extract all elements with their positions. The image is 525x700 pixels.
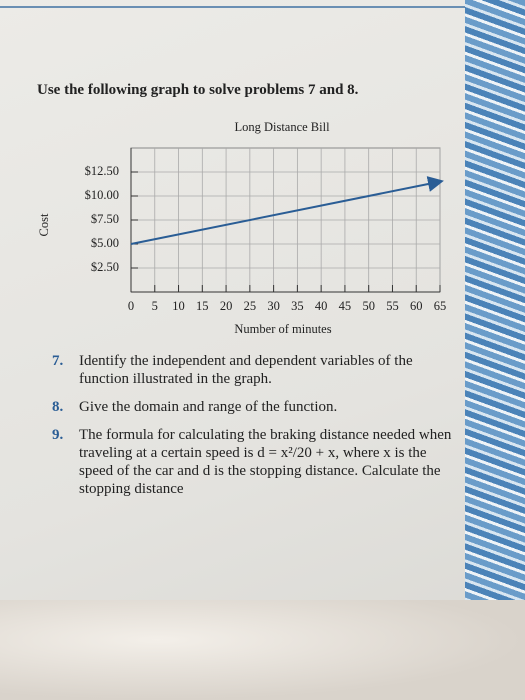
- problem-list: 7. Identify the independent and dependent…: [52, 352, 457, 508]
- x-tick-label: 50: [362, 299, 375, 313]
- x-tick-label: 15: [196, 299, 209, 313]
- x-tick-label: 5: [152, 299, 158, 313]
- y-tick-label: $2.50: [91, 260, 119, 274]
- x-tick-label: 60: [410, 299, 423, 313]
- problem: 7. Identify the independent and dependent…: [52, 352, 457, 388]
- page-edge: [465, 0, 525, 610]
- heading: Use the following graph to solve problem…: [37, 82, 359, 98]
- x-tick-label: 45: [339, 299, 352, 313]
- y-tick-label: $10.00: [85, 188, 119, 202]
- x-tick-label: 55: [386, 299, 399, 313]
- problem-text: Give the domain and range of the functio…: [79, 399, 338, 415]
- problem-text: Identify the independent and dependent v…: [79, 353, 413, 387]
- y-tick-label: $12.50: [85, 164, 119, 178]
- problem-number: 7.: [52, 353, 64, 369]
- x-axis-label: Number of minutes: [234, 322, 331, 336]
- data-line: [130, 176, 444, 245]
- x-tick-label: 30: [267, 299, 280, 313]
- x-tick-label: 65: [434, 299, 447, 313]
- background: [0, 600, 525, 700]
- y-axis-label: Cost: [37, 213, 51, 236]
- y-tick-label: $5.00: [91, 236, 119, 250]
- problem: 8. Give the domain and range of the funct…: [52, 398, 457, 416]
- x-tick-label: 0: [128, 299, 134, 313]
- problem-number: 9.: [52, 427, 64, 443]
- x-tick-label: 25: [244, 299, 257, 313]
- x-tick-label: 40: [315, 299, 328, 313]
- x-tick-label: 35: [291, 299, 304, 313]
- y-tick-label: $7.50: [91, 212, 119, 226]
- chart-title: Long Distance Bill: [234, 120, 330, 134]
- x-tick-label: 10: [172, 299, 185, 313]
- problem-text: The formula for calculating the braking …: [79, 427, 452, 497]
- rule: [0, 6, 465, 8]
- problem: 9. The formula for calculating the brakin…: [52, 426, 457, 498]
- problem-number: 8.: [52, 399, 64, 415]
- x-tick-label: 20: [220, 299, 233, 313]
